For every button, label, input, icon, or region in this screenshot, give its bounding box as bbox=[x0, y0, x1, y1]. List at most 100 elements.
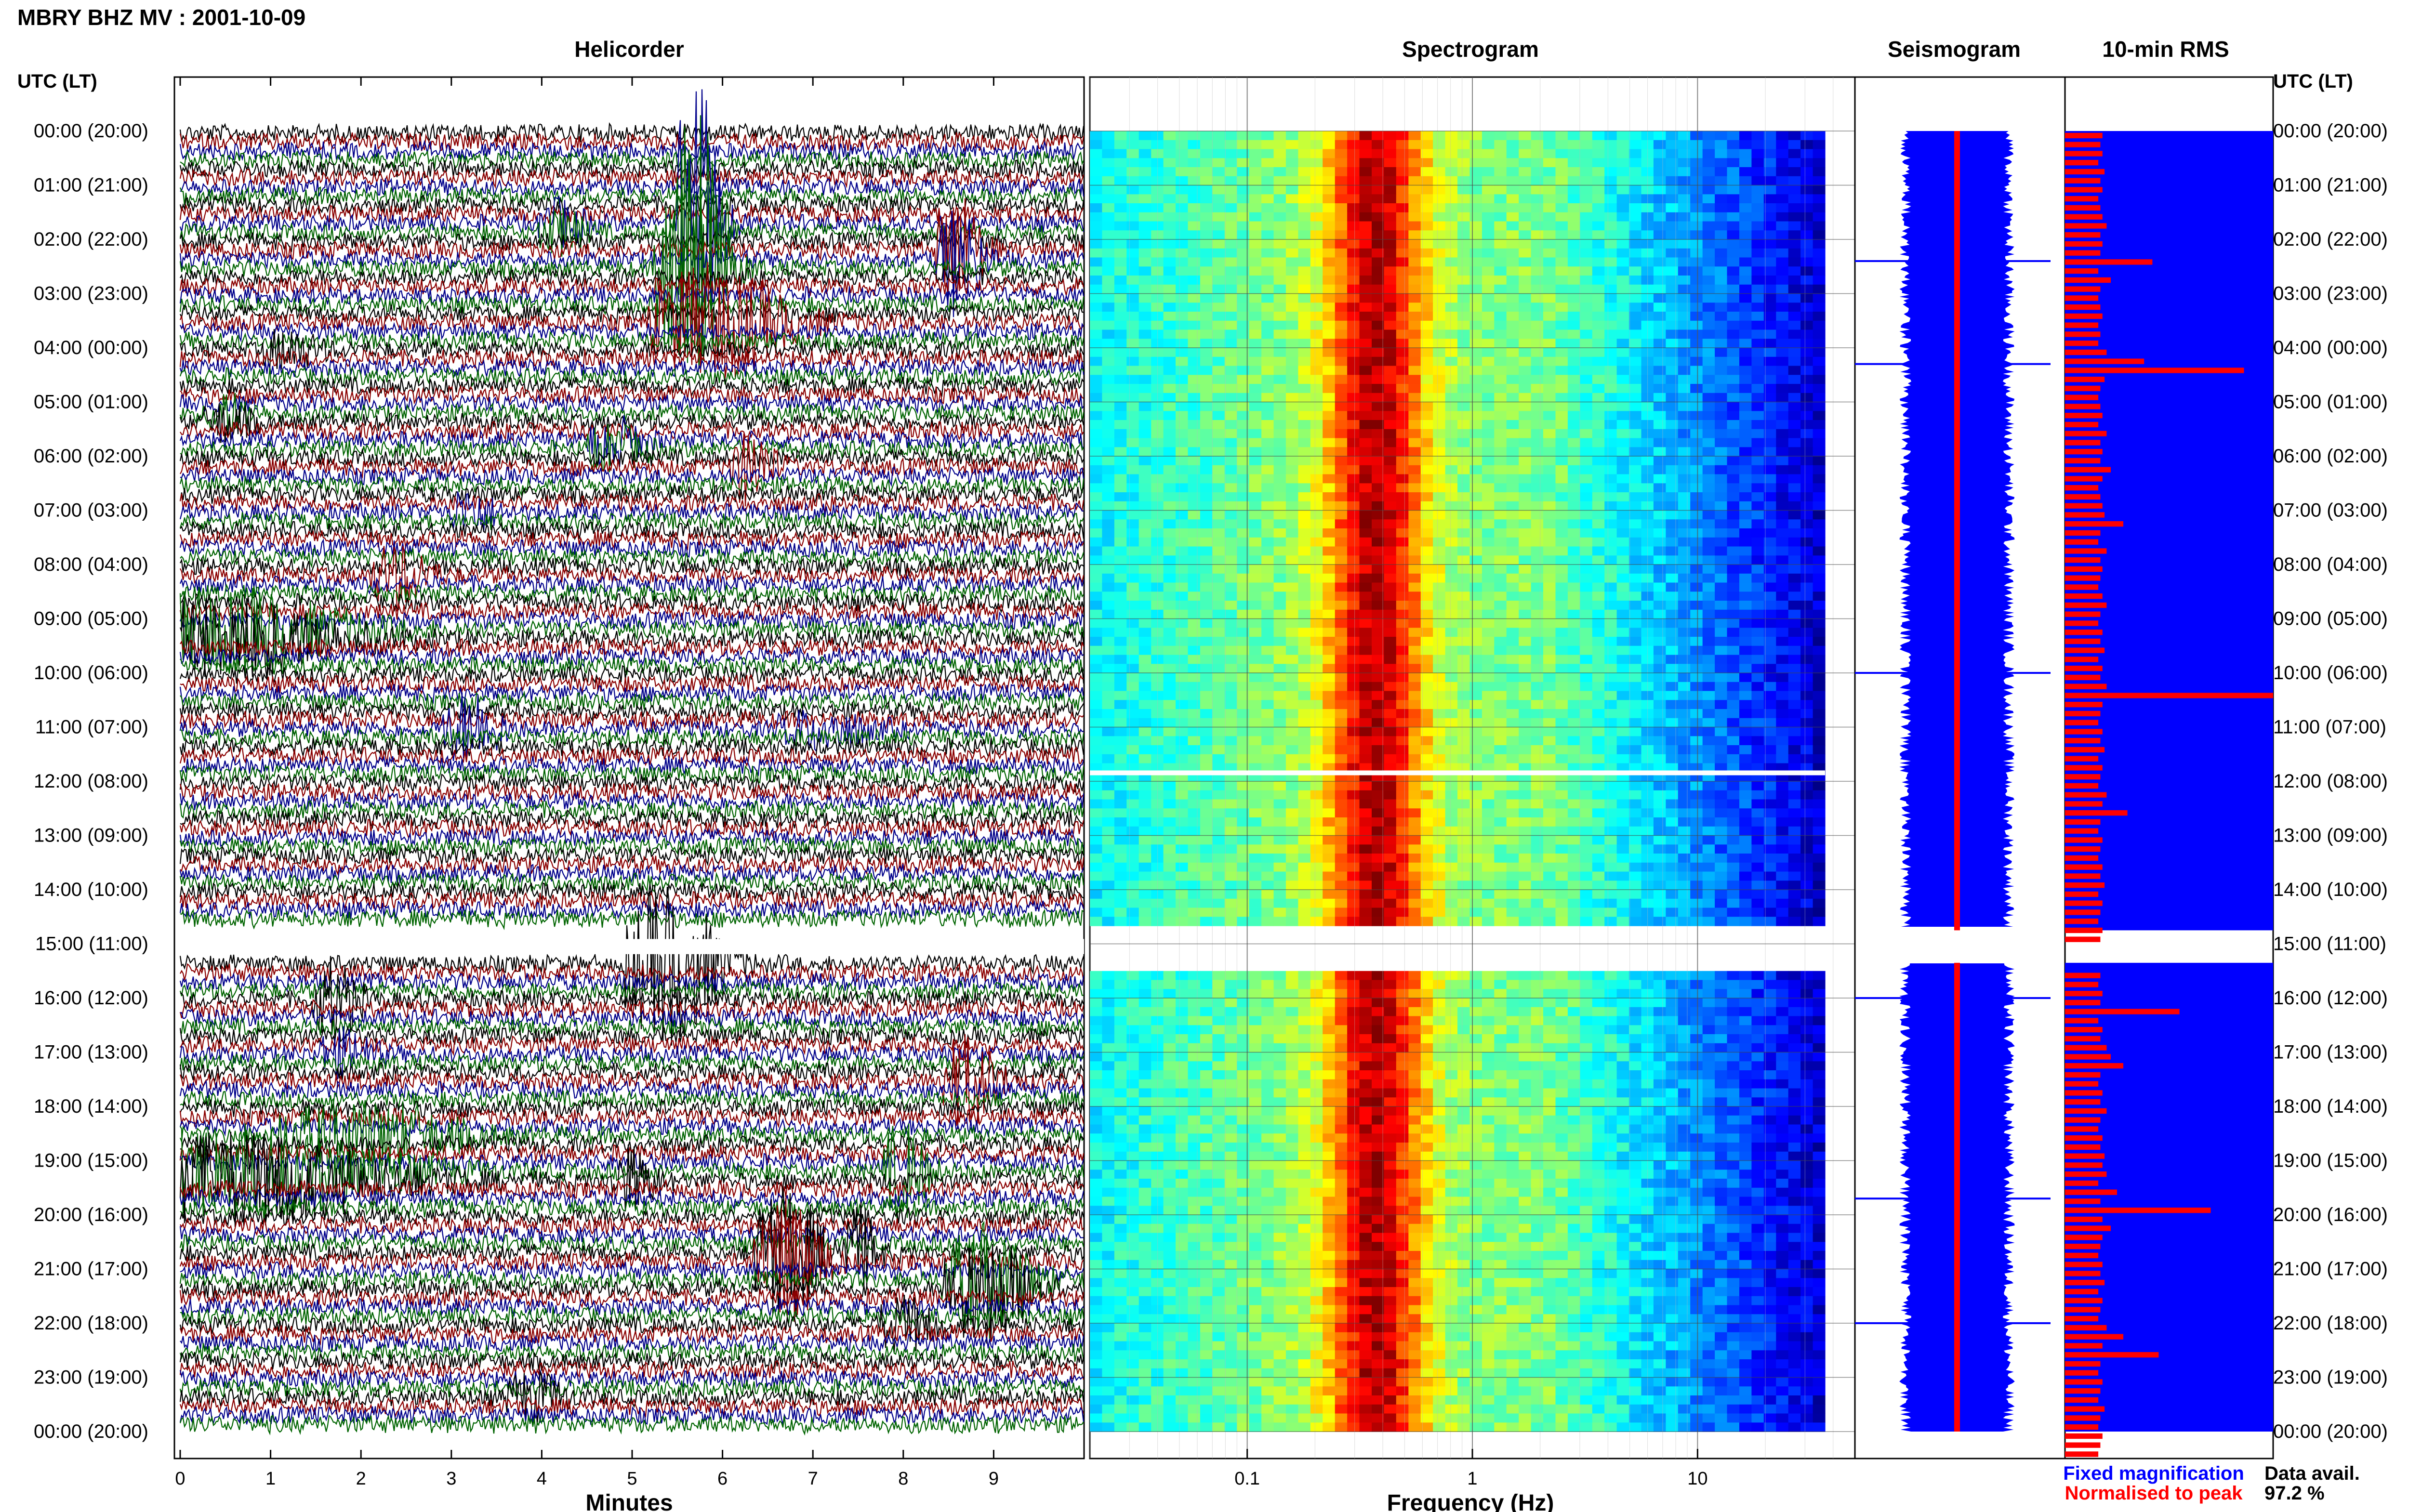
spectrogram-cell bbox=[1715, 673, 1728, 683]
spectrogram-cell bbox=[1690, 582, 1703, 592]
spectrogram-cell bbox=[1751, 582, 1764, 592]
spectrogram-cell bbox=[1224, 167, 1237, 177]
spectrogram-cell bbox=[1702, 664, 1715, 673]
spectrogram-cell bbox=[1666, 592, 1679, 601]
spectrogram-cell bbox=[1237, 320, 1250, 330]
spectrogram-cell bbox=[1567, 384, 1580, 394]
helicorder-trace bbox=[180, 854, 1085, 876]
spectrogram-cell bbox=[1408, 637, 1421, 646]
spectrogram-cell bbox=[1592, 844, 1605, 854]
spectrogram-cell bbox=[1323, 763, 1336, 773]
spectrogram-cell bbox=[1580, 420, 1593, 430]
spectrogram-cell bbox=[1702, 528, 1715, 538]
spectrogram-cell bbox=[1457, 185, 1470, 195]
spectrogram-cell bbox=[1666, 546, 1679, 556]
spectrogram-cell bbox=[1519, 618, 1532, 628]
helicorder-trace bbox=[179, 682, 1085, 705]
spectrogram-cell bbox=[1261, 393, 1274, 403]
spectrogram-cell bbox=[1776, 320, 1789, 330]
spectrogram-cell bbox=[1580, 601, 1593, 610]
spectrogram-cell bbox=[1727, 844, 1740, 854]
spectrogram-cell bbox=[1212, 510, 1225, 520]
spectrogram-cell bbox=[1800, 203, 1813, 213]
spectrogram-cell bbox=[1212, 691, 1225, 700]
spectrogram-cell bbox=[1285, 230, 1298, 240]
spectrogram-cell bbox=[1420, 185, 1433, 195]
spectrogram-cell bbox=[1555, 546, 1568, 556]
spectrogram-cell bbox=[1555, 718, 1568, 728]
spectrogram-cell bbox=[1298, 339, 1311, 348]
spectrogram-cell bbox=[1285, 302, 1298, 312]
spectrogram-cell bbox=[1347, 537, 1360, 547]
spectrogram-cell bbox=[1200, 266, 1213, 276]
spectrogram-cell bbox=[1519, 276, 1532, 285]
spectrogram-cell bbox=[1739, 276, 1752, 285]
spectrogram-cell bbox=[1138, 248, 1152, 258]
spectrogram-cell bbox=[1445, 592, 1458, 601]
spectrogram-cell bbox=[1176, 754, 1188, 764]
spectrogram-cell bbox=[1751, 609, 1764, 619]
spectrogram-cell bbox=[1188, 312, 1201, 321]
spectrogram-cell bbox=[1788, 393, 1801, 403]
spectrogram-cell bbox=[1433, 709, 1446, 719]
spectrogram-cell bbox=[1531, 348, 1544, 357]
spectrogram-cell bbox=[1433, 664, 1446, 673]
spectrogram-cell bbox=[1396, 790, 1409, 800]
spectrogram-cell bbox=[1494, 356, 1507, 367]
spectrogram-cell bbox=[1776, 194, 1789, 204]
spectrogram-cell bbox=[1751, 366, 1764, 375]
spectrogram-cell bbox=[1702, 483, 1715, 493]
spectrogram-cell bbox=[1114, 393, 1127, 403]
spectrogram-cell bbox=[1114, 655, 1127, 664]
spectrogram-cell bbox=[1138, 808, 1152, 818]
spectrogram-cell bbox=[1666, 329, 1679, 339]
spectrogram-cell bbox=[1531, 601, 1544, 610]
spectrogram-cell bbox=[1420, 140, 1433, 150]
spectrogram-cell bbox=[1420, 709, 1433, 719]
spectrogram-cell bbox=[1690, 239, 1703, 249]
rms-title: 10-min RMS bbox=[2102, 37, 2229, 62]
spectrogram-cell bbox=[1224, 384, 1237, 394]
spectrogram-cell bbox=[1678, 302, 1691, 312]
spectrogram-cell bbox=[1310, 248, 1323, 258]
spectrogram-cell bbox=[1126, 420, 1139, 430]
spectrogram-cell bbox=[1678, 221, 1691, 231]
spectrogram-cell bbox=[1126, 149, 1139, 158]
helicorder-trace bbox=[180, 908, 1084, 930]
spectrogram-cell bbox=[1285, 645, 1298, 656]
spectrogram-cell bbox=[1273, 239, 1286, 249]
spectrogram-cell bbox=[1445, 835, 1458, 845]
spectrogram-cell bbox=[1114, 601, 1127, 610]
spectrogram-cell bbox=[1273, 221, 1286, 231]
spectrogram-cell bbox=[1138, 230, 1152, 240]
spectrogram-cell bbox=[1702, 230, 1715, 240]
spectrogram-cell bbox=[1506, 691, 1519, 700]
spectrogram-cell bbox=[1408, 483, 1421, 493]
spectrogram-cell bbox=[1212, 537, 1225, 547]
spectrogram-cell bbox=[1384, 817, 1397, 827]
spectrogram-cell bbox=[1567, 618, 1580, 628]
spectrogram-cell bbox=[1604, 212, 1617, 222]
spectrogram-cell bbox=[1457, 356, 1470, 367]
spectrogram-cell bbox=[1506, 528, 1519, 538]
spectrogram-cell bbox=[1335, 582, 1348, 592]
spectrogram-cell bbox=[1469, 618, 1482, 628]
helicorder-trace bbox=[180, 266, 1084, 288]
spectrogram-cell bbox=[1273, 817, 1286, 827]
spectrogram-cell bbox=[1715, 140, 1728, 150]
spectrogram-cell bbox=[1776, 221, 1789, 231]
spectrogram-cell bbox=[1555, 618, 1568, 628]
spectrogram-cell bbox=[1678, 384, 1691, 394]
spectrogram-cell bbox=[1237, 420, 1250, 430]
spectrogram-cell bbox=[1163, 276, 1176, 285]
spectrogram-cell bbox=[1335, 799, 1348, 809]
spectrogram-cell bbox=[1335, 763, 1348, 773]
spectrogram-cell bbox=[1813, 727, 1826, 736]
spectrogram-cell bbox=[1090, 302, 1102, 312]
helicorder-trace bbox=[179, 790, 1085, 812]
spectrogram-cell bbox=[1176, 149, 1188, 158]
spectrogram-cell bbox=[1813, 411, 1826, 421]
spectrogram-cell bbox=[1519, 483, 1532, 493]
spectrogram-cell bbox=[1372, 790, 1384, 800]
spectrogram-cell bbox=[1433, 312, 1446, 321]
